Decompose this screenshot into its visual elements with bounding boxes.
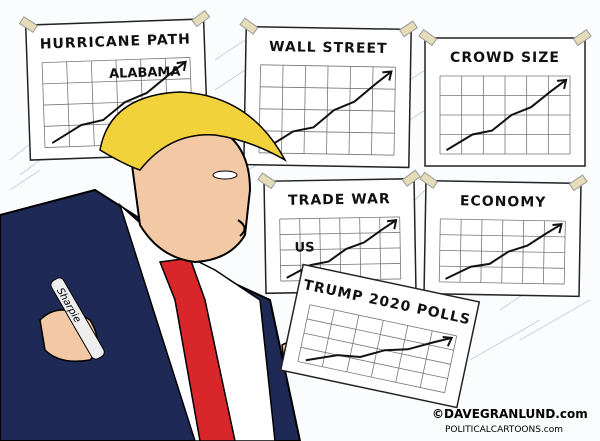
grid-line [259,108,395,112]
tape [401,169,421,187]
grid-line [439,265,565,269]
tape [257,172,277,190]
chart-sheet: CROWD SIZE [418,28,592,167]
arrow-head [552,223,563,234]
grid-line [42,57,190,64]
grid-line [260,64,396,68]
trend-arrow [265,70,393,150]
chart-title: HURRICANE PATH [40,31,192,52]
grid-line [297,361,445,394]
figure: Sharpie [0,91,306,441]
chart-sheet: WALL STREET [239,17,418,169]
grid-line [439,250,565,253]
panels: HURRICANE PATH ALABAMA WALL STREET CROWD SI… [18,9,592,298]
tape [239,17,259,35]
mouth [237,219,246,237]
arrow-head [442,335,454,347]
arrow-head [382,70,393,81]
trend-arrow [286,219,397,279]
grid-line [280,247,401,251]
tape [572,28,592,47]
chart-title: CROWD SIZE [450,50,560,66]
chart-title: TRADE WAR [288,191,391,209]
arrow-head [387,218,398,230]
tape [18,16,39,33]
chart-title: ECONOMY [460,193,547,211]
chart-label: ALABAMA [109,65,181,82]
grid-line [259,130,395,134]
grid-line [260,86,396,90]
tape [398,20,418,38]
grid-line [440,218,566,222]
marker [50,277,105,360]
grid-line [439,281,565,285]
trend-arrow [51,61,187,144]
grid-line [42,78,191,85]
grid-line [279,232,400,235]
chart-sheet: ECONOMY [419,171,588,298]
grid-line [303,332,451,365]
grid-line [309,304,457,337]
grid-line [300,346,448,379]
chart-sheet: TRADE WAR US [257,169,421,295]
trend-arrow [305,336,452,362]
arrow-head [556,78,568,90]
grid-line [306,318,454,351]
chart-label: US [294,240,314,255]
grid-line [279,216,400,220]
credit-line2: POLITICALCARTOONS.com [445,425,563,435]
tape [419,171,439,189]
credit-line1: ©DAVEGRANLUND.com [432,407,588,421]
grid-line [280,263,401,266]
grid-line [440,234,566,238]
hair [99,91,287,171]
tape [568,174,588,192]
tape [191,9,211,28]
trend-arrow [445,223,563,280]
eye [212,170,238,180]
trend-arrow [445,79,567,151]
tape [418,28,438,47]
arrow-head [176,60,187,72]
chart-title: WALL STREET [269,39,388,57]
